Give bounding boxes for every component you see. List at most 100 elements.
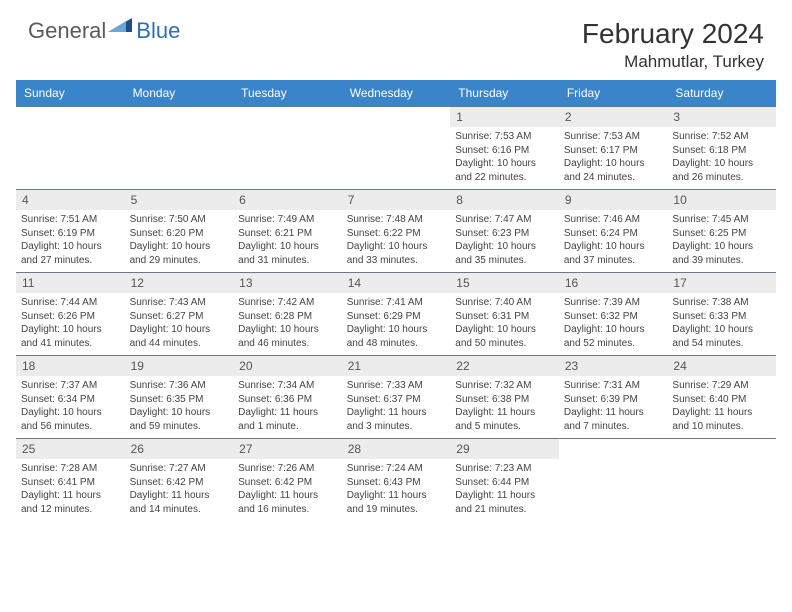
day-number: 15 bbox=[450, 273, 559, 293]
day-header: Wednesday bbox=[342, 80, 451, 106]
day-cell: 6Sunrise: 7:49 AMSunset: 6:21 PMDaylight… bbox=[233, 190, 342, 272]
day-cell: 29Sunrise: 7:23 AMSunset: 6:44 PMDayligh… bbox=[450, 439, 559, 521]
day-header: Thursday bbox=[450, 80, 559, 106]
location: Mahmutlar, Turkey bbox=[582, 52, 764, 72]
day-number: 18 bbox=[16, 356, 125, 376]
week-row: 1Sunrise: 7:53 AMSunset: 6:16 PMDaylight… bbox=[16, 106, 776, 189]
day-number: 24 bbox=[667, 356, 776, 376]
day-details: Sunrise: 7:29 AMSunset: 6:40 PMDaylight:… bbox=[667, 376, 776, 437]
logo-triangle-icon bbox=[108, 18, 134, 36]
day-number: 4 bbox=[16, 190, 125, 210]
day-header: Tuesday bbox=[233, 80, 342, 106]
day-cell bbox=[233, 107, 342, 189]
day-number: 20 bbox=[233, 356, 342, 376]
day-number: 29 bbox=[450, 439, 559, 459]
day-number: 22 bbox=[450, 356, 559, 376]
day-details: Sunrise: 7:46 AMSunset: 6:24 PMDaylight:… bbox=[559, 210, 668, 271]
day-cell: 19Sunrise: 7:36 AMSunset: 6:35 PMDayligh… bbox=[125, 356, 234, 438]
month-title: February 2024 bbox=[582, 18, 764, 50]
day-cell: 17Sunrise: 7:38 AMSunset: 6:33 PMDayligh… bbox=[667, 273, 776, 355]
day-details: Sunrise: 7:27 AMSunset: 6:42 PMDaylight:… bbox=[125, 459, 234, 520]
day-number: 3 bbox=[667, 107, 776, 127]
day-cell: 13Sunrise: 7:42 AMSunset: 6:28 PMDayligh… bbox=[233, 273, 342, 355]
day-cell: 2Sunrise: 7:53 AMSunset: 6:17 PMDaylight… bbox=[559, 107, 668, 189]
day-details: Sunrise: 7:52 AMSunset: 6:18 PMDaylight:… bbox=[667, 127, 776, 188]
day-cell: 10Sunrise: 7:45 AMSunset: 6:25 PMDayligh… bbox=[667, 190, 776, 272]
day-number: 21 bbox=[342, 356, 451, 376]
day-details: Sunrise: 7:42 AMSunset: 6:28 PMDaylight:… bbox=[233, 293, 342, 354]
day-details: Sunrise: 7:31 AMSunset: 6:39 PMDaylight:… bbox=[559, 376, 668, 437]
day-details: Sunrise: 7:24 AMSunset: 6:43 PMDaylight:… bbox=[342, 459, 451, 520]
day-details: Sunrise: 7:37 AMSunset: 6:34 PMDaylight:… bbox=[16, 376, 125, 437]
day-number: 1 bbox=[450, 107, 559, 127]
day-details: Sunrise: 7:47 AMSunset: 6:23 PMDaylight:… bbox=[450, 210, 559, 271]
day-cell: 7Sunrise: 7:48 AMSunset: 6:22 PMDaylight… bbox=[342, 190, 451, 272]
week-row: 25Sunrise: 7:28 AMSunset: 6:41 PMDayligh… bbox=[16, 438, 776, 521]
day-cell: 25Sunrise: 7:28 AMSunset: 6:41 PMDayligh… bbox=[16, 439, 125, 521]
logo-text-general: General bbox=[28, 18, 106, 44]
weeks-container: 1Sunrise: 7:53 AMSunset: 6:16 PMDaylight… bbox=[16, 106, 776, 521]
day-header: Friday bbox=[559, 80, 668, 106]
day-details: Sunrise: 7:39 AMSunset: 6:32 PMDaylight:… bbox=[559, 293, 668, 354]
day-cell bbox=[125, 107, 234, 189]
day-details: Sunrise: 7:49 AMSunset: 6:21 PMDaylight:… bbox=[233, 210, 342, 271]
day-cell: 1Sunrise: 7:53 AMSunset: 6:16 PMDaylight… bbox=[450, 107, 559, 189]
day-number: 11 bbox=[16, 273, 125, 293]
day-details: Sunrise: 7:26 AMSunset: 6:42 PMDaylight:… bbox=[233, 459, 342, 520]
day-cell bbox=[16, 107, 125, 189]
day-number: 19 bbox=[125, 356, 234, 376]
day-number: 16 bbox=[559, 273, 668, 293]
day-number: 6 bbox=[233, 190, 342, 210]
day-cell: 21Sunrise: 7:33 AMSunset: 6:37 PMDayligh… bbox=[342, 356, 451, 438]
day-cell: 16Sunrise: 7:39 AMSunset: 6:32 PMDayligh… bbox=[559, 273, 668, 355]
day-cell: 4Sunrise: 7:51 AMSunset: 6:19 PMDaylight… bbox=[16, 190, 125, 272]
day-header: Sunday bbox=[16, 80, 125, 106]
day-details: Sunrise: 7:53 AMSunset: 6:17 PMDaylight:… bbox=[559, 127, 668, 188]
day-cell: 5Sunrise: 7:50 AMSunset: 6:20 PMDaylight… bbox=[125, 190, 234, 272]
day-cell: 11Sunrise: 7:44 AMSunset: 6:26 PMDayligh… bbox=[16, 273, 125, 355]
day-cell: 3Sunrise: 7:52 AMSunset: 6:18 PMDaylight… bbox=[667, 107, 776, 189]
day-details: Sunrise: 7:34 AMSunset: 6:36 PMDaylight:… bbox=[233, 376, 342, 437]
day-details: Sunrise: 7:45 AMSunset: 6:25 PMDaylight:… bbox=[667, 210, 776, 271]
day-details: Sunrise: 7:38 AMSunset: 6:33 PMDaylight:… bbox=[667, 293, 776, 354]
week-row: 18Sunrise: 7:37 AMSunset: 6:34 PMDayligh… bbox=[16, 355, 776, 438]
day-details: Sunrise: 7:50 AMSunset: 6:20 PMDaylight:… bbox=[125, 210, 234, 271]
header: General Blue February 2024 Mahmutlar, Tu… bbox=[0, 0, 792, 80]
day-cell: 9Sunrise: 7:46 AMSunset: 6:24 PMDaylight… bbox=[559, 190, 668, 272]
day-details: Sunrise: 7:28 AMSunset: 6:41 PMDaylight:… bbox=[16, 459, 125, 520]
day-number: 27 bbox=[233, 439, 342, 459]
day-cell bbox=[667, 439, 776, 521]
day-header: Saturday bbox=[667, 80, 776, 106]
day-cell: 18Sunrise: 7:37 AMSunset: 6:34 PMDayligh… bbox=[16, 356, 125, 438]
day-number: 28 bbox=[342, 439, 451, 459]
day-number: 23 bbox=[559, 356, 668, 376]
day-cell: 27Sunrise: 7:26 AMSunset: 6:42 PMDayligh… bbox=[233, 439, 342, 521]
title-block: February 2024 Mahmutlar, Turkey bbox=[582, 18, 764, 72]
day-number: 10 bbox=[667, 190, 776, 210]
day-cell: 28Sunrise: 7:24 AMSunset: 6:43 PMDayligh… bbox=[342, 439, 451, 521]
day-number: 9 bbox=[559, 190, 668, 210]
day-cell bbox=[342, 107, 451, 189]
day-details: Sunrise: 7:32 AMSunset: 6:38 PMDaylight:… bbox=[450, 376, 559, 437]
day-cell bbox=[559, 439, 668, 521]
day-details: Sunrise: 7:23 AMSunset: 6:44 PMDaylight:… bbox=[450, 459, 559, 520]
day-details: Sunrise: 7:40 AMSunset: 6:31 PMDaylight:… bbox=[450, 293, 559, 354]
day-details: Sunrise: 7:41 AMSunset: 6:29 PMDaylight:… bbox=[342, 293, 451, 354]
day-number: 17 bbox=[667, 273, 776, 293]
logo-text-blue: Blue bbox=[136, 18, 180, 44]
day-cell: 26Sunrise: 7:27 AMSunset: 6:42 PMDayligh… bbox=[125, 439, 234, 521]
day-number: 2 bbox=[559, 107, 668, 127]
day-cell: 23Sunrise: 7:31 AMSunset: 6:39 PMDayligh… bbox=[559, 356, 668, 438]
day-details: Sunrise: 7:51 AMSunset: 6:19 PMDaylight:… bbox=[16, 210, 125, 271]
day-number: 7 bbox=[342, 190, 451, 210]
week-row: 11Sunrise: 7:44 AMSunset: 6:26 PMDayligh… bbox=[16, 272, 776, 355]
logo: General Blue bbox=[28, 18, 180, 44]
day-number: 5 bbox=[125, 190, 234, 210]
day-cell: 8Sunrise: 7:47 AMSunset: 6:23 PMDaylight… bbox=[450, 190, 559, 272]
week-row: 4Sunrise: 7:51 AMSunset: 6:19 PMDaylight… bbox=[16, 189, 776, 272]
day-details: Sunrise: 7:33 AMSunset: 6:37 PMDaylight:… bbox=[342, 376, 451, 437]
day-details: Sunrise: 7:43 AMSunset: 6:27 PMDaylight:… bbox=[125, 293, 234, 354]
day-cell: 20Sunrise: 7:34 AMSunset: 6:36 PMDayligh… bbox=[233, 356, 342, 438]
day-details: Sunrise: 7:44 AMSunset: 6:26 PMDaylight:… bbox=[16, 293, 125, 354]
day-number: 25 bbox=[16, 439, 125, 459]
